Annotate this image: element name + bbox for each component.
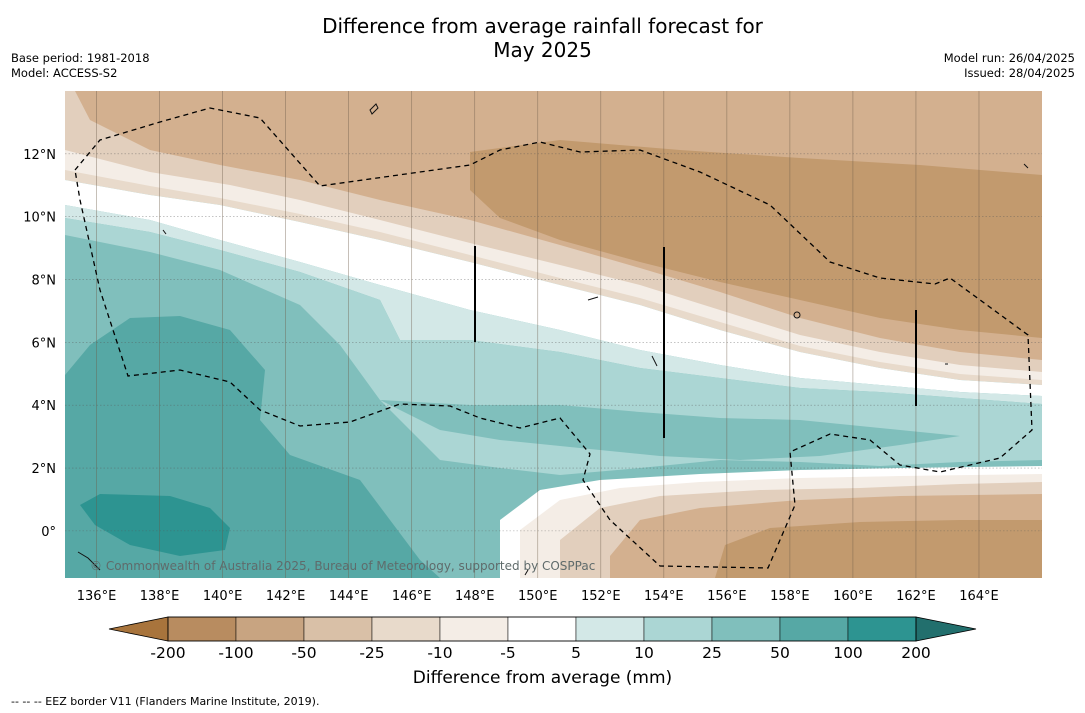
run-info: Model run: 26/04/2025 Issued: 28/04/2025: [944, 51, 1075, 81]
latitude-tick-label: 6°N: [32, 336, 57, 351]
longitude-tick-label: 140°E: [203, 589, 243, 604]
longitude-tick-label: 158°E: [770, 589, 810, 604]
latitude-tick-label: 12°N: [23, 148, 56, 163]
rainfall-anomaly-field: [65, 91, 1042, 578]
colorbar-tick-label: -50: [291, 644, 316, 662]
eez-border: [74, 107, 1033, 569]
colorbar-tick-label: 100: [833, 644, 863, 662]
anomaly-band-neg5-5: [65, 180, 1042, 396]
colorbar-swatch: [711, 616, 781, 642]
marker-lines: [474, 246, 917, 438]
latitude-tick-label: 4°N: [32, 399, 57, 414]
colorbar-swatch: [847, 616, 917, 642]
model-info: Base period: 1981-2018 Model: ACCESS-S2: [11, 51, 150, 81]
colorbar-swatch: [167, 616, 237, 642]
islands: [77, 103, 1029, 576]
colorbar-swatch: [371, 616, 441, 642]
longitude-tick-label: 136°E: [77, 589, 117, 604]
colorbar-swatch: [779, 616, 849, 642]
latitude-tick-label: 2°N: [32, 462, 57, 477]
title-line-2: May 2025: [493, 38, 592, 62]
anomaly-band-10-25: [65, 218, 1042, 475]
latitude-tick-label: 0°: [41, 525, 56, 540]
colorbar-tick-label: -10: [427, 644, 452, 662]
longitude-tick-label: 142°E: [266, 589, 306, 604]
anomaly-band-5-10: [65, 205, 1042, 404]
longitude-tick-label: 154°E: [644, 589, 684, 604]
longitude-tick-label: 146°E: [392, 589, 432, 604]
anomaly-band-25-50-strip: [380, 400, 960, 460]
longitude-tick-labels: 136°E 138°E 140°E 142°E 144°E 146°E 148°E 150°E…: [77, 589, 999, 604]
colorbar-swatch: [575, 616, 645, 642]
colorbar-tick-label: -5: [500, 644, 515, 662]
latitude-tick-label: 8°N: [32, 274, 57, 289]
colorbar: -200 -100 -50 -25 -10 -5 5 10 25 50 100 200: [108, 616, 977, 662]
colorbar-swatch: [439, 616, 509, 642]
colorbar-tick-label: 50: [770, 644, 790, 662]
anomaly-band-100-200: [80, 494, 230, 556]
colorbar-swatch: [235, 616, 305, 642]
colorbar-tick-label: -200: [150, 644, 185, 662]
colorbar-tick-label: 200: [901, 644, 931, 662]
base-period: Base period: 1981-2018: [11, 51, 150, 65]
colorbar-tick-label: 25: [702, 644, 722, 662]
longitude-tick-label: 160°E: [833, 589, 873, 604]
colorbar-under-extension: [108, 616, 169, 642]
eez-footnote: -- -- -- EEZ border V11 (Flanders Marine…: [11, 695, 320, 708]
model-name: Model: ACCESS-S2: [11, 66, 118, 80]
longitude-tick-label: 138°E: [140, 589, 180, 604]
colorbar-swatch: [303, 616, 373, 642]
colorbar-frame: [167, 616, 917, 642]
anomaly-band-neg100-neg50: [470, 140, 1042, 338]
longitude-tick-label: 156°E: [707, 589, 747, 604]
copyright-notice: © Commonwealth of Australia 2025, Bureau…: [90, 559, 595, 573]
longitude-tick-label: 162°E: [896, 589, 936, 604]
longitude-tick-label: 150°E: [518, 589, 558, 604]
longitude-tick-label: 164°E: [959, 589, 999, 604]
colorbar-swatch: [507, 616, 577, 642]
longitude-tick-label: 144°E: [329, 589, 369, 604]
anomaly-band-south-neg100-neg50: [715, 520, 1042, 578]
title-line-1: Difference from average rainfall forecas…: [322, 14, 763, 38]
colorbar-title: Difference from average (mm): [412, 668, 673, 688]
issued-date: Issued: 28/04/2025: [964, 66, 1075, 80]
longitude-tick-label: 152°E: [581, 589, 621, 604]
map-title: Difference from average rainfall forecas…: [0, 14, 1085, 62]
latitude-tick-labels: 12°N 10°N 8°N 6°N 4°N 2°N 0°: [23, 148, 56, 540]
colorbar-tick-label: -25: [359, 644, 384, 662]
colorbar-over-extension: [915, 616, 977, 642]
colorbar-tick-label: 10: [634, 644, 654, 662]
colorbar-tick-label: -100: [218, 644, 253, 662]
latitude-tick-label: 10°N: [23, 211, 56, 226]
longitude-tick-label: 148°E: [455, 589, 495, 604]
model-run-date: Model run: 26/04/2025: [943, 51, 1075, 65]
colorbar-tick-label: 5: [571, 644, 581, 662]
colorbar-swatch: [643, 616, 713, 642]
